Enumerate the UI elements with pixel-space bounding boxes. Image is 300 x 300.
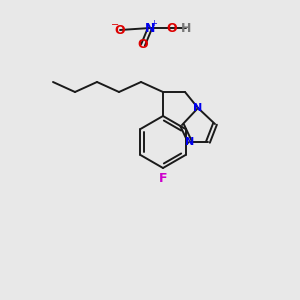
Text: +: + xyxy=(151,20,158,28)
Text: H: H xyxy=(181,22,191,34)
Text: O: O xyxy=(138,38,148,52)
Text: N: N xyxy=(145,22,155,34)
Text: N: N xyxy=(194,103,202,113)
Text: F: F xyxy=(159,172,167,184)
Text: −: − xyxy=(111,20,119,30)
Text: N: N xyxy=(185,137,195,147)
Text: O: O xyxy=(115,23,125,37)
Text: O: O xyxy=(167,22,177,34)
